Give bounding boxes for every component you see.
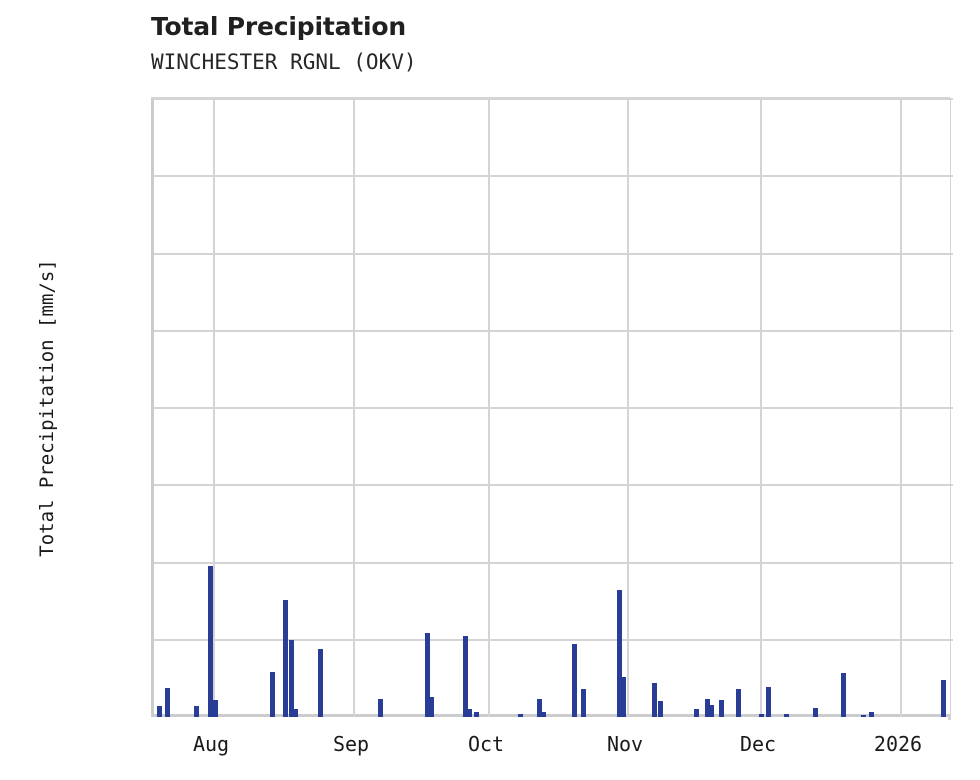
gridline-horizontal	[154, 407, 953, 409]
bar-series-layer	[154, 99, 953, 717]
x-tick-label: Aug	[192, 732, 230, 756]
gridline-vertical	[488, 99, 490, 717]
x-tick-label: 2026	[873, 732, 923, 756]
bar	[736, 689, 741, 717]
bar	[813, 708, 818, 717]
x-tick-label: Nov	[606, 732, 644, 756]
bar	[518, 713, 523, 717]
bar	[157, 706, 162, 717]
gridline-vertical	[760, 99, 762, 717]
bar	[658, 700, 663, 717]
bar	[463, 635, 468, 717]
bar	[425, 633, 430, 717]
gridline-vertical	[353, 99, 355, 717]
bar	[378, 699, 383, 717]
gridline-horizontal	[154, 484, 953, 487]
chart-title: Total Precipitation	[151, 12, 406, 41]
bar	[270, 671, 275, 717]
gridline-horizontal	[154, 561, 953, 564]
x-tick-label: Sep	[332, 732, 370, 756]
gridline-vertical	[213, 99, 215, 717]
bar	[537, 698, 542, 717]
plot-area	[151, 98, 953, 717]
bar	[293, 708, 298, 717]
bar	[705, 699, 710, 717]
y-axis-label: Total Precipitation [mm/s]	[36, 259, 58, 557]
gridline-horizontal	[154, 252, 953, 255]
bar	[194, 705, 199, 717]
bar	[694, 708, 699, 717]
bar	[617, 589, 622, 717]
bar	[719, 700, 724, 717]
gridline-horizontal	[154, 175, 953, 178]
chart-subtitle: WINCHESTER RGNL (OKV)	[151, 50, 417, 74]
bar	[572, 643, 577, 717]
bar	[467, 709, 472, 717]
bar	[941, 679, 946, 717]
bar	[318, 648, 323, 717]
bar	[289, 639, 294, 717]
bar	[652, 683, 657, 717]
gridline-vertical	[900, 99, 902, 717]
bar	[766, 686, 771, 717]
bar	[759, 714, 764, 717]
bar	[581, 688, 586, 717]
bar	[841, 673, 846, 717]
bar	[784, 713, 789, 717]
bar	[621, 676, 626, 717]
gridline-vertical	[627, 99, 629, 717]
gridline-horizontal	[154, 638, 953, 641]
bar	[213, 699, 218, 717]
gridline-horizontal	[154, 329, 953, 332]
bar	[541, 711, 546, 717]
bar	[709, 705, 714, 717]
x-tick-label: Oct	[467, 732, 505, 756]
x-tick-label: Dec	[739, 732, 777, 756]
gridline-horizontal	[154, 98, 953, 100]
bar	[429, 696, 434, 717]
bar	[474, 712, 479, 717]
bar	[861, 715, 866, 717]
bar	[869, 712, 874, 717]
bar	[208, 566, 213, 717]
bar	[283, 600, 288, 717]
bar	[165, 687, 170, 717]
